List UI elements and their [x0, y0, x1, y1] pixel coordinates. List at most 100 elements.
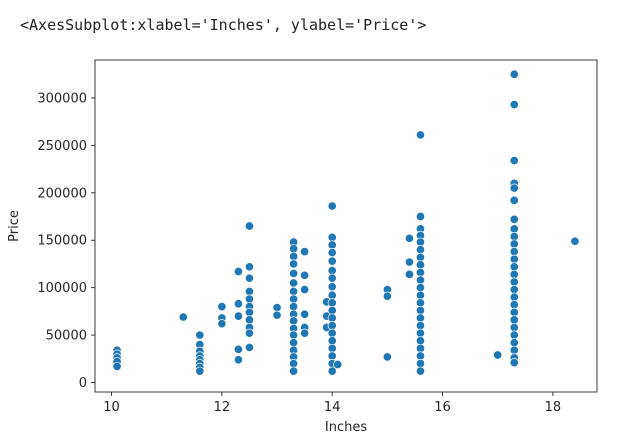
scatter-point	[233, 311, 243, 321]
x-tick-label: 16	[434, 400, 451, 415]
scatter-point	[289, 259, 299, 269]
scatter-point	[327, 232, 337, 242]
scatter-point	[415, 351, 426, 361]
y-tick-label: 100000	[37, 281, 87, 296]
scatter-point	[415, 245, 426, 255]
scatter-point	[112, 361, 122, 371]
scatter-point	[415, 321, 426, 331]
scatter-point	[233, 299, 243, 309]
scatter-point	[327, 343, 337, 353]
scatter-point	[509, 224, 519, 234]
scatter-point	[327, 266, 337, 276]
scatter-point	[333, 359, 343, 370]
scatter-point	[509, 247, 519, 257]
scatter-point	[300, 328, 310, 338]
scatter-point	[244, 315, 255, 325]
scatter-point	[415, 130, 426, 140]
scatter-point	[195, 330, 205, 340]
scatter-point	[233, 344, 243, 354]
scatter-point	[509, 300, 519, 310]
y-tick-label: 0	[79, 376, 87, 391]
scatter-point	[244, 307, 255, 317]
scatter-point	[509, 231, 519, 241]
scatter-point	[415, 283, 426, 293]
data-points	[112, 69, 580, 376]
scatter-point	[404, 269, 414, 279]
scatter-point	[289, 338, 299, 348]
scatter-point	[327, 248, 337, 258]
scatter-point	[509, 338, 519, 348]
scatter-point	[195, 366, 205, 376]
scatter-point	[509, 269, 519, 279]
scatter-point	[509, 358, 519, 368]
scatter-point	[244, 221, 255, 231]
scatter-point	[217, 319, 227, 329]
y-axis-label: Price	[7, 210, 22, 242]
scatter-point	[509, 214, 519, 224]
scatter-point	[415, 290, 426, 300]
scatter-point	[404, 233, 414, 243]
scatter-point	[178, 312, 188, 322]
y-axis: 0 50000 100000 150000 200000 250000 300000	[37, 91, 95, 391]
scatter-point	[415, 237, 426, 247]
y-tick-label: 200000	[37, 186, 87, 201]
scatter-point	[415, 252, 426, 262]
scatter-point	[289, 251, 299, 261]
scatter-point	[570, 236, 580, 246]
scatter-point	[300, 270, 310, 280]
scatter-point	[415, 313, 426, 323]
scatter-point	[509, 330, 519, 340]
scatter-point	[382, 291, 392, 301]
scatter-point	[244, 328, 255, 338]
output-repr-text: <AxesSubplot:xlabel='Inches', ylabel='Pr…	[20, 16, 427, 34]
scatter-point	[509, 239, 519, 249]
scatter-point	[509, 183, 519, 193]
scatter-point	[415, 305, 426, 315]
scatter-point	[272, 310, 282, 320]
y-tick-label: 50000	[46, 329, 87, 344]
scatter-point	[272, 303, 282, 313]
scatter-point	[415, 211, 426, 222]
scatter-point	[415, 328, 426, 338]
scatter-point	[233, 266, 243, 277]
scatter-point	[327, 201, 337, 211]
x-tick-label: 18	[545, 400, 562, 415]
scatter-point	[509, 315, 519, 325]
scatter-point	[289, 358, 299, 369]
x-axis-label: Inches	[325, 420, 367, 435]
scatter-point	[327, 366, 337, 376]
scatter-point	[289, 294, 299, 304]
scatter-point	[244, 342, 255, 352]
scatter-point	[415, 275, 426, 285]
scatter-point	[327, 290, 337, 300]
scatter-point	[509, 307, 519, 317]
x-tick-label: 10	[103, 400, 120, 415]
scatter-point	[327, 305, 337, 315]
scatter-point	[244, 273, 255, 283]
scatter-point	[415, 366, 426, 376]
scatter-point	[415, 358, 426, 369]
scatter-point	[509, 277, 519, 287]
scatter-point	[327, 321, 337, 331]
scatter-point	[382, 352, 392, 362]
scatter-point	[289, 286, 299, 297]
scatter-point	[327, 298, 337, 308]
scatter-point	[327, 256, 337, 266]
scatter-point	[509, 254, 519, 264]
plot-area	[94, 59, 598, 393]
y-tick-label: 150000	[37, 234, 87, 249]
scatter-point	[233, 355, 243, 365]
x-tick-label: 12	[214, 400, 231, 415]
scatter-point	[509, 285, 519, 295]
scatter-point	[289, 244, 299, 254]
scatter-point	[244, 286, 255, 297]
scatter-point	[327, 328, 337, 338]
scatter-point	[509, 155, 519, 166]
y-tick-label: 250000	[37, 139, 87, 154]
scatter-point	[509, 69, 519, 79]
x-tick-label: 14	[324, 400, 341, 415]
scatter-point	[300, 247, 310, 257]
scatter-point	[244, 294, 255, 304]
scatter-point	[509, 292, 519, 302]
